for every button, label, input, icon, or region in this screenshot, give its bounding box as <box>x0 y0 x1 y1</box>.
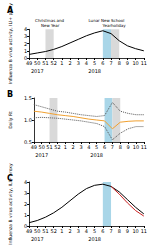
svg-text:2: 2 <box>68 228 71 234</box>
svg-text:5: 5 <box>93 228 96 234</box>
svg-text:B: B <box>7 90 13 99</box>
svg-text:51: 51 <box>42 228 48 234</box>
svg-text:Influenza B virus activity, IL: Influenza B virus activity, ILI+ proxy <box>8 3 13 85</box>
svg-text:8: 8 <box>118 228 121 234</box>
svg-text:5: 5 <box>93 60 96 66</box>
svg-text:Daily Rt: Daily Rt <box>8 111 13 129</box>
svg-text:3: 3 <box>77 60 80 66</box>
svg-text:2018: 2018 <box>88 236 101 242</box>
svg-text:9: 9 <box>126 228 129 234</box>
svg-text:2017: 2017 <box>31 236 44 242</box>
svg-text:2: 2 <box>72 144 75 150</box>
svg-text:3: 3 <box>77 228 80 234</box>
svg-text:Influenza B virus activity, IL: Influenza B virus activity, ILI+ proxy <box>8 163 13 245</box>
svg-text:11: 11 <box>141 60 147 66</box>
svg-text:6: 6 <box>101 228 104 234</box>
svg-text:School: School <box>111 18 126 24</box>
svg-text:8: 8 <box>119 144 122 150</box>
svg-text:holiday: holiday <box>111 23 126 28</box>
svg-text:1: 1 <box>64 144 67 150</box>
svg-text:10: 10 <box>133 144 139 150</box>
svg-text:11: 11 <box>141 144 147 150</box>
svg-text:8: 8 <box>118 60 121 66</box>
svg-text:4: 4 <box>85 60 88 66</box>
svg-text:10: 10 <box>132 228 138 234</box>
svg-text:52: 52 <box>54 144 60 150</box>
svg-text:49: 49 <box>26 60 32 66</box>
svg-text:9: 9 <box>127 144 130 150</box>
svg-text:4: 4 <box>24 179 27 185</box>
svg-text:6: 6 <box>103 144 106 150</box>
svg-text:4: 4 <box>85 228 88 234</box>
svg-text:C: C <box>7 174 13 183</box>
svg-text:2018: 2018 <box>88 68 101 74</box>
svg-text:Year: Year <box>102 23 112 28</box>
svg-text:1: 1 <box>60 60 63 66</box>
svg-text:4: 4 <box>87 144 90 150</box>
svg-text:51: 51 <box>42 60 48 66</box>
svg-text:1.5: 1.5 <box>24 95 32 101</box>
svg-text:1: 1 <box>24 212 27 218</box>
svg-text:50: 50 <box>34 228 40 234</box>
svg-text:7: 7 <box>109 228 112 234</box>
svg-text:1: 1 <box>60 228 63 234</box>
svg-text:Christmas and: Christmas and <box>35 18 65 24</box>
svg-text:2: 2 <box>24 201 27 207</box>
svg-text:3: 3 <box>79 144 82 150</box>
svg-text:2: 2 <box>24 41 27 47</box>
svg-text:0: 0 <box>23 223 28 229</box>
svg-text:51: 51 <box>46 144 52 150</box>
svg-text:5: 5 <box>95 144 98 150</box>
svg-text:2017: 2017 <box>31 68 44 74</box>
svg-text:6: 6 <box>101 60 104 66</box>
svg-text:2017: 2017 <box>35 152 48 158</box>
svg-text:2018: 2018 <box>90 152 103 158</box>
svg-text:7: 7 <box>111 144 114 150</box>
svg-text:3: 3 <box>24 33 27 39</box>
svg-text:7: 7 <box>109 60 112 66</box>
svg-text:50: 50 <box>34 60 40 66</box>
svg-text:1.0: 1.0 <box>24 117 32 123</box>
svg-text:0: 0 <box>23 55 28 61</box>
svg-text:49: 49 <box>26 228 32 234</box>
svg-text:10: 10 <box>132 60 138 66</box>
svg-text:A: A <box>7 6 14 15</box>
svg-text:New Year: New Year <box>40 23 60 28</box>
svg-text:4: 4 <box>24 26 27 32</box>
svg-text:50: 50 <box>39 144 45 150</box>
svg-text:49: 49 <box>31 144 37 150</box>
svg-text:52: 52 <box>50 60 56 66</box>
svg-text:3: 3 <box>24 190 27 196</box>
svg-text:2: 2 <box>68 60 71 66</box>
svg-text:0.5: 0.5 <box>23 139 32 145</box>
svg-text:Lunar New: Lunar New <box>88 18 111 24</box>
svg-text:1: 1 <box>24 48 27 54</box>
svg-text:11: 11 <box>141 228 147 234</box>
svg-text:9: 9 <box>126 60 129 66</box>
svg-text:52: 52 <box>50 228 56 234</box>
